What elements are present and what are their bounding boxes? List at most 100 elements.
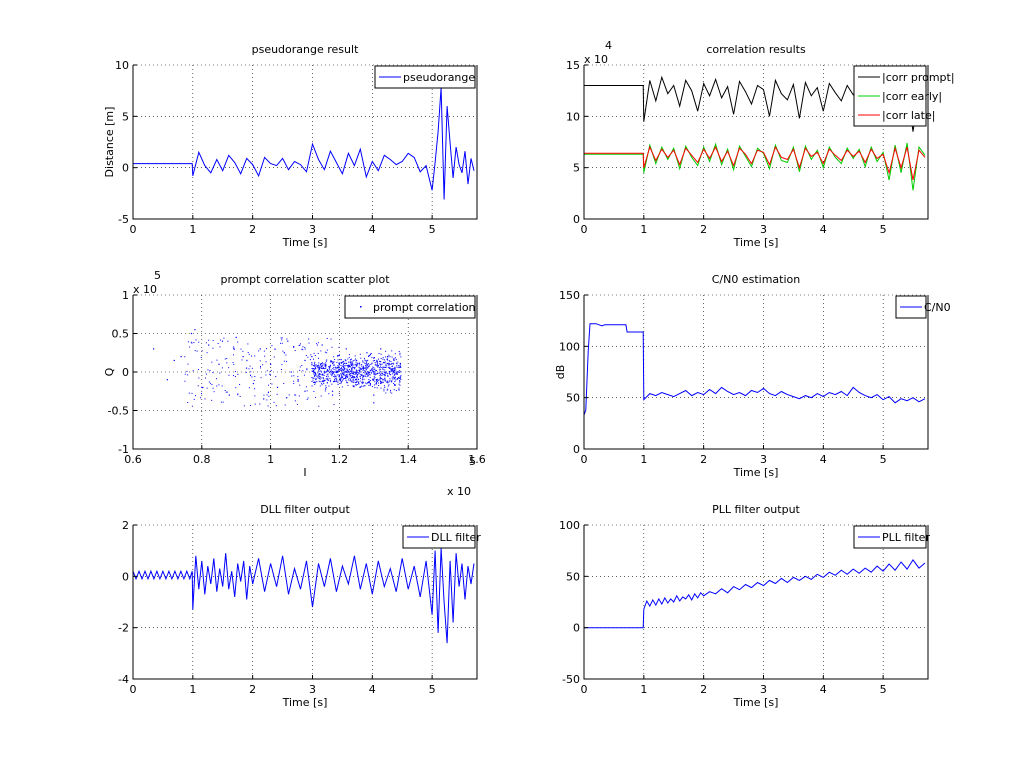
scatter-point bbox=[353, 371, 355, 373]
scatter-point bbox=[322, 368, 324, 370]
scatter-point bbox=[286, 338, 288, 340]
scatter-point bbox=[356, 375, 358, 377]
scatter-point bbox=[233, 375, 235, 377]
scatter-point bbox=[251, 355, 253, 357]
scatter-point bbox=[381, 367, 383, 369]
scatter-point bbox=[273, 356, 275, 358]
scatter-point bbox=[338, 369, 340, 371]
scatter-point bbox=[355, 369, 357, 371]
scatter-point bbox=[399, 354, 401, 356]
scatter-point bbox=[317, 342, 319, 344]
scatter-point bbox=[342, 372, 344, 374]
scatter-point bbox=[354, 367, 356, 369]
scatter-point bbox=[207, 369, 209, 371]
scatter-point bbox=[324, 390, 326, 392]
x-tick-label: 5 bbox=[429, 683, 436, 696]
y-tick-label: -4 bbox=[118, 673, 129, 686]
scatter-point bbox=[385, 381, 387, 383]
scatter-point bbox=[294, 394, 296, 396]
scatter-point bbox=[395, 379, 397, 381]
scatter-point bbox=[322, 365, 324, 367]
scatter-point bbox=[343, 366, 345, 368]
scatter-point bbox=[356, 370, 358, 372]
scatter-point bbox=[389, 378, 391, 380]
scatter-point bbox=[366, 376, 368, 378]
x-tick-label: 4 bbox=[820, 683, 827, 696]
scatter-point bbox=[326, 369, 328, 371]
scatter-point bbox=[333, 364, 335, 366]
legend-label: C/N0 bbox=[924, 301, 951, 314]
scatter-point bbox=[259, 367, 261, 369]
scatter-point bbox=[313, 377, 315, 379]
scatter-point bbox=[242, 356, 244, 358]
scatter-point bbox=[395, 373, 397, 375]
x-tick-label: 1 bbox=[640, 453, 647, 466]
scatter-point bbox=[260, 377, 262, 379]
scatter-point bbox=[293, 380, 295, 382]
scatter-point bbox=[389, 367, 391, 369]
scatter-point bbox=[318, 368, 320, 370]
scatter-point bbox=[330, 372, 332, 374]
scatter-point bbox=[374, 371, 376, 373]
scatter-point bbox=[393, 370, 395, 372]
scatter-point bbox=[387, 359, 389, 361]
scatter-point bbox=[259, 348, 261, 350]
series-line bbox=[584, 559, 926, 629]
scatter-point bbox=[325, 360, 327, 362]
scatter-point bbox=[351, 361, 353, 363]
y-tick-label: 0.5 bbox=[112, 328, 130, 341]
scatter-point bbox=[392, 375, 394, 377]
scatter-point bbox=[366, 352, 368, 354]
scatter-point bbox=[313, 375, 315, 377]
scatter-point bbox=[344, 359, 346, 361]
scatter-point bbox=[367, 365, 369, 367]
scatter-point bbox=[360, 357, 362, 359]
scatter-point bbox=[367, 374, 369, 376]
scatter-point bbox=[367, 375, 369, 377]
scatter-point bbox=[294, 400, 296, 402]
scatter-point bbox=[327, 373, 329, 375]
scatter-point bbox=[173, 359, 175, 362]
x-tick-label: 2 bbox=[249, 683, 256, 696]
scatter-point bbox=[315, 364, 317, 366]
scatter-point bbox=[380, 361, 382, 363]
scatter-point bbox=[313, 369, 315, 371]
scatter-point bbox=[348, 361, 350, 363]
scatter-point bbox=[358, 382, 360, 384]
scatter-point bbox=[339, 368, 341, 370]
scatter-point bbox=[341, 369, 343, 371]
scatter-point bbox=[233, 346, 235, 348]
scatter-point bbox=[226, 362, 228, 364]
scatter-point bbox=[271, 345, 273, 347]
scatter-point bbox=[267, 405, 269, 407]
scatter-point bbox=[351, 371, 353, 373]
scatter-point bbox=[400, 375, 402, 377]
scatter-point bbox=[337, 366, 339, 368]
scatter-point bbox=[368, 355, 370, 357]
scatter-point bbox=[387, 382, 389, 384]
scatter-point bbox=[346, 362, 348, 364]
scatter-point bbox=[394, 368, 396, 370]
series-line bbox=[133, 87, 475, 200]
scatter-point bbox=[390, 370, 392, 372]
scatter-point bbox=[364, 367, 366, 369]
scatter-point bbox=[321, 374, 323, 376]
scatter-point bbox=[375, 383, 377, 385]
y-axis-label: Distance [m] bbox=[103, 107, 116, 178]
scatter-point bbox=[359, 371, 361, 373]
scatter-point bbox=[351, 372, 353, 374]
x-axis-label: I bbox=[303, 466, 306, 479]
scatter-point bbox=[323, 371, 325, 373]
scatter-point bbox=[325, 362, 327, 364]
scatter-point bbox=[341, 374, 343, 376]
scatter-point bbox=[190, 332, 193, 335]
scatter-point bbox=[314, 374, 316, 376]
scatter-point bbox=[359, 370, 361, 372]
scatter-point bbox=[274, 349, 276, 351]
x-tick-label: 3 bbox=[309, 223, 316, 236]
scatter-point bbox=[363, 378, 365, 380]
scatter-point bbox=[364, 372, 366, 374]
scatter-point bbox=[373, 372, 375, 374]
scatter-point bbox=[286, 397, 288, 399]
